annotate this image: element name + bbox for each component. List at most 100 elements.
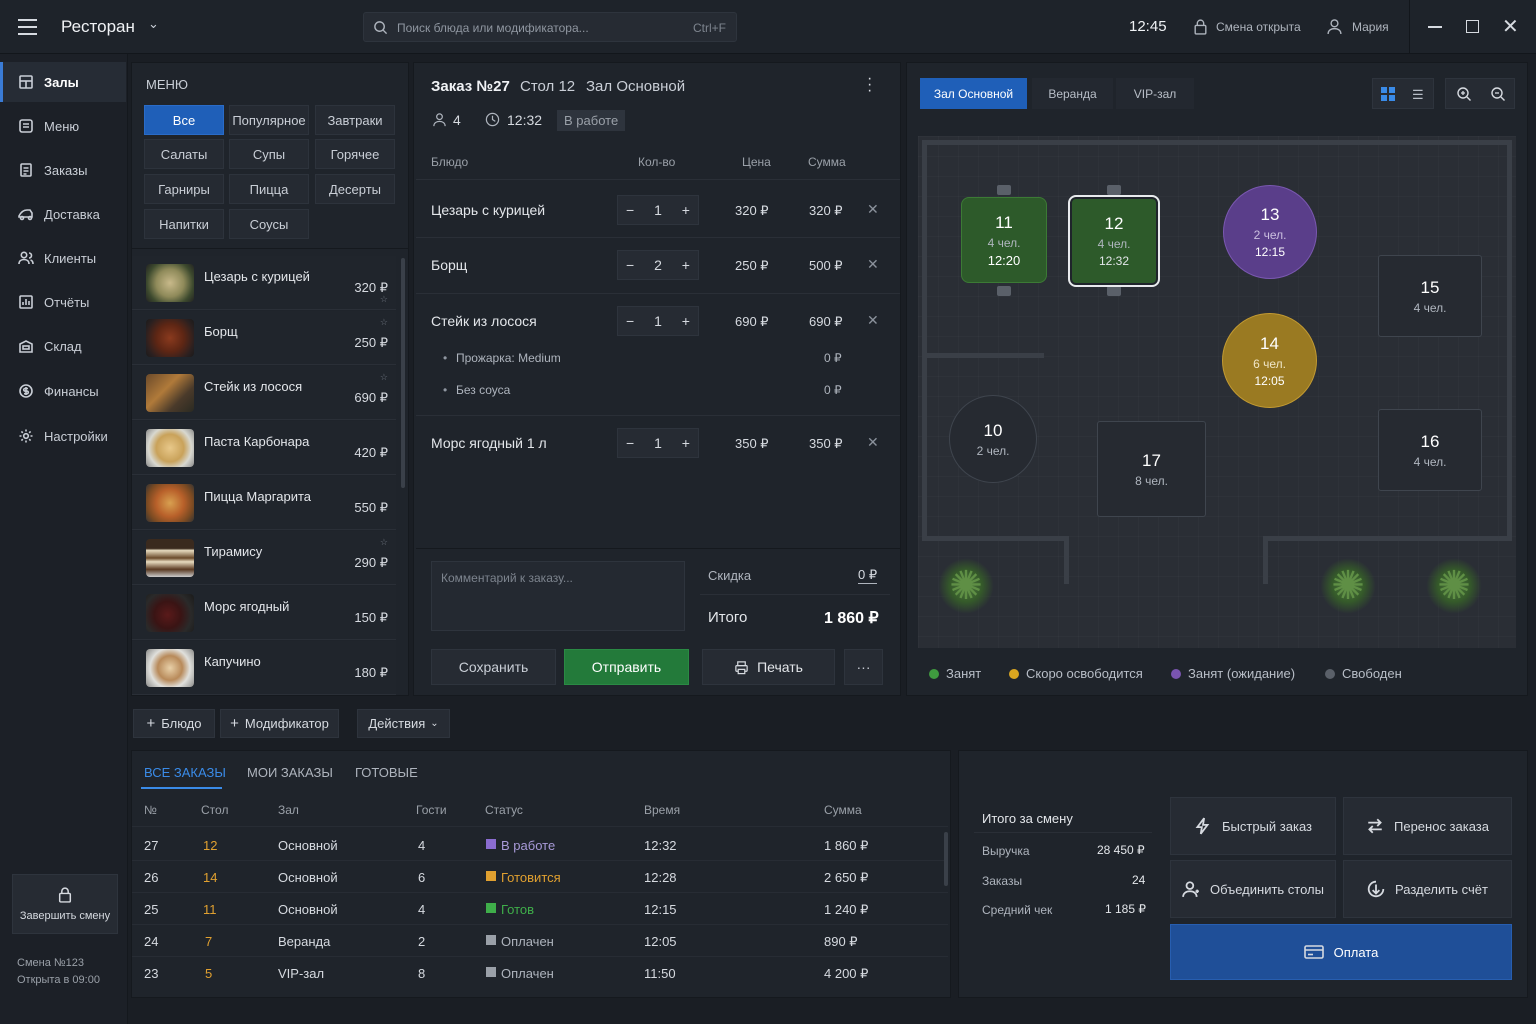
plus-button[interactable]: + — [681, 313, 690, 329]
remove-item-button[interactable]: ✕ — [867, 434, 879, 450]
minus-button[interactable]: − — [626, 435, 635, 451]
quantity-stepper[interactable]: − 1 + — [617, 306, 699, 336]
table-16[interactable]: 16 4 чел. — [1378, 409, 1482, 491]
category-sides[interactable]: Гарниры — [144, 174, 224, 204]
dish-item[interactable]: Борщ 250 ₽ ☆ — [132, 311, 396, 365]
dish-item[interactable]: Пицца Маргарита 550 ₽ — [132, 476, 396, 530]
star-icon[interactable]: ☆ — [379, 372, 388, 382]
dish-item[interactable]: Тирамису 290 ₽ ☆ — [132, 531, 396, 585]
sidebar-item-orders[interactable]: Заказы — [0, 150, 126, 190]
minus-button[interactable]: − — [626, 257, 635, 273]
category-salads[interactable]: Салаты — [144, 139, 224, 169]
print-button[interactable]: Печать — [702, 649, 835, 685]
end-shift-button[interactable]: Завершить смену — [12, 874, 118, 934]
category-desserts[interactable]: Десерты — [315, 174, 395, 204]
tab-my-orders[interactable]: МОИ ЗАКАЗЫ — [247, 765, 333, 780]
table-10[interactable]: 10 2 чел. — [949, 395, 1037, 483]
dish-item[interactable]: Стейк из лосося 690 ₽ ☆ — [132, 366, 396, 420]
sidebar-item-halls[interactable]: Залы — [0, 62, 126, 102]
dish-item[interactable]: Капучино 180 ₽ — [132, 641, 396, 695]
order-item-row[interactable]: Цезарь с курицей − 1 + 320 ₽ 320 ₽ ✕ — [416, 182, 900, 238]
table-11[interactable]: 11 4 чел. 12:20 — [961, 197, 1047, 283]
tab-ready[interactable]: ГОТОВЫЕ — [355, 765, 418, 780]
table-17[interactable]: 17 8 чел. — [1097, 421, 1206, 517]
category-breakfast[interactable]: Завтраки — [315, 105, 395, 135]
tab-all-orders[interactable]: ВСЕ ЗАКАЗЫ — [144, 765, 226, 780]
quick-order-button[interactable]: Быстрый заказ — [1170, 797, 1336, 855]
orders-scrollbar[interactable] — [944, 832, 948, 886]
minus-button[interactable]: − — [626, 202, 635, 218]
star-icon[interactable]: ☆ — [379, 537, 388, 547]
dish-item[interactable]: Цезарь с курицей 320 ₽ ☆ — [132, 256, 396, 310]
transfer-order-button[interactable]: Перенос заказа — [1343, 797, 1512, 855]
plus-button[interactable]: + — [681, 202, 690, 218]
category-hot[interactable]: Горячее — [315, 139, 395, 169]
category-drinks[interactable]: Напитки — [144, 209, 224, 239]
plus-button[interactable]: + — [681, 257, 690, 273]
quantity-stepper[interactable]: − 1 + — [617, 195, 699, 225]
category-sauces[interactable]: Соусы — [229, 209, 309, 239]
merge-tables-button[interactable]: Объединить столы — [1170, 860, 1336, 918]
add-dish-button[interactable]: + Блюдо — [133, 709, 215, 738]
remove-item-button[interactable]: ✕ — [867, 201, 879, 217]
star-icon[interactable]: ☆ — [379, 317, 388, 327]
order-item-row[interactable]: Стейк из лосося − 1 + 690 ₽ 690 ₽ ✕ • Пр… — [416, 294, 900, 416]
save-button[interactable]: Сохранить — [431, 649, 556, 685]
quantity-stepper[interactable]: − 2 + — [617, 250, 699, 280]
category-soups[interactable]: Супы — [229, 139, 309, 169]
app-title[interactable]: Ресторан — [61, 17, 135, 36]
order-item-row[interactable]: Морс ягодный 1 л − 1 + 350 ₽ 350 ₽ ✕ — [416, 416, 900, 470]
quantity-stepper[interactable]: − 1 + — [617, 428, 699, 458]
search-input[interactable]: Поиск блюда или модификатора... Ctrl+F — [363, 12, 737, 42]
table-row[interactable]: 25 11 Основной 4 Готов 12:15 1 240 ₽ — [132, 893, 948, 925]
menu-scrollbar[interactable] — [401, 258, 405, 488]
zoom-in-icon[interactable] — [1456, 86, 1472, 102]
pay-button[interactable]: Оплата — [1170, 924, 1512, 980]
maximize-icon[interactable] — [1466, 20, 1479, 33]
table-13[interactable]: 13 2 чел. 12:15 — [1223, 185, 1317, 279]
sidebar-item-finance[interactable]: Финансы — [0, 371, 126, 411]
category-popular[interactable]: Популярное — [229, 105, 309, 135]
remove-item-button[interactable]: ✕ — [867, 312, 879, 328]
plus-button[interactable]: + — [681, 435, 690, 451]
hall-tab-vip[interactable]: VIP-зал — [1116, 78, 1194, 109]
hamburger-menu-icon[interactable] — [18, 19, 37, 35]
close-icon[interactable]: ✕ — [1502, 16, 1519, 38]
table-row[interactable]: 26 14 Основной 6 Готовится 12:28 2 650 ₽ — [132, 861, 948, 893]
sidebar-item-settings[interactable]: Настройки — [0, 416, 126, 456]
sidebar-item-menu[interactable]: Меню — [0, 106, 126, 146]
dish-item[interactable]: Морс ягодный 150 ₽ — [132, 586, 396, 640]
table-15[interactable]: 15 4 чел. — [1378, 255, 1482, 337]
split-bill-button[interactable]: Разделить счёт — [1343, 860, 1512, 918]
actions-dropdown[interactable]: Действия ⌄ — [357, 709, 450, 738]
list-icon[interactable]: ☰ — [1412, 87, 1424, 102]
user-name[interactable]: Мария — [1352, 20, 1389, 34]
chevron-down-icon[interactable]: ⌄ — [148, 16, 159, 31]
table-12[interactable]: 12 4 чел. 12:32 — [1068, 195, 1160, 287]
sidebar-item-clients[interactable]: Клиенты — [0, 238, 126, 278]
table-14[interactable]: 14 6 чел. 12:05 — [1222, 313, 1317, 408]
send-button[interactable]: Отправить — [564, 649, 689, 685]
table-row[interactable]: 27 12 Основной 4 В работе 12:32 1 860 ₽ — [132, 829, 948, 861]
shift-status[interactable]: Смена открыта — [1216, 20, 1301, 34]
sidebar-item-delivery[interactable]: Доставка — [0, 194, 126, 234]
grid-view-toggle[interactable]: ☰ — [1372, 78, 1434, 109]
minus-button[interactable]: − — [626, 313, 635, 329]
more-vertical-icon[interactable]: · · · — [867, 70, 873, 99]
hall-tab-veranda[interactable]: Веранда — [1032, 78, 1113, 109]
dish-item[interactable]: Паста Карбонара 420 ₽ — [132, 421, 396, 475]
comment-input[interactable]: Комментарий к заказу... — [431, 561, 685, 631]
hall-tab-main[interactable]: Зал Основной — [920, 78, 1027, 109]
sidebar-item-warehouse[interactable]: Склад — [0, 326, 126, 366]
table-row[interactable]: 24 7 Веранда 2 Оплачен 12:05 890 ₽ — [132, 925, 948, 957]
grid-icon[interactable] — [1381, 87, 1395, 101]
sidebar-item-reports[interactable]: Отчёты — [0, 282, 126, 322]
zoom-out-icon[interactable] — [1490, 86, 1506, 102]
remove-item-button[interactable]: ✕ — [867, 256, 879, 272]
minimize-icon[interactable] — [1428, 26, 1442, 28]
add-modifier-button[interactable]: + Модификатор — [220, 709, 339, 738]
star-icon[interactable]: ☆ — [379, 294, 388, 304]
more-options-button[interactable]: ··· — [844, 649, 883, 685]
order-item-row[interactable]: Борщ − 2 + 250 ₽ 500 ₽ ✕ — [416, 238, 900, 294]
category-pizza[interactable]: Пицца — [229, 174, 309, 204]
